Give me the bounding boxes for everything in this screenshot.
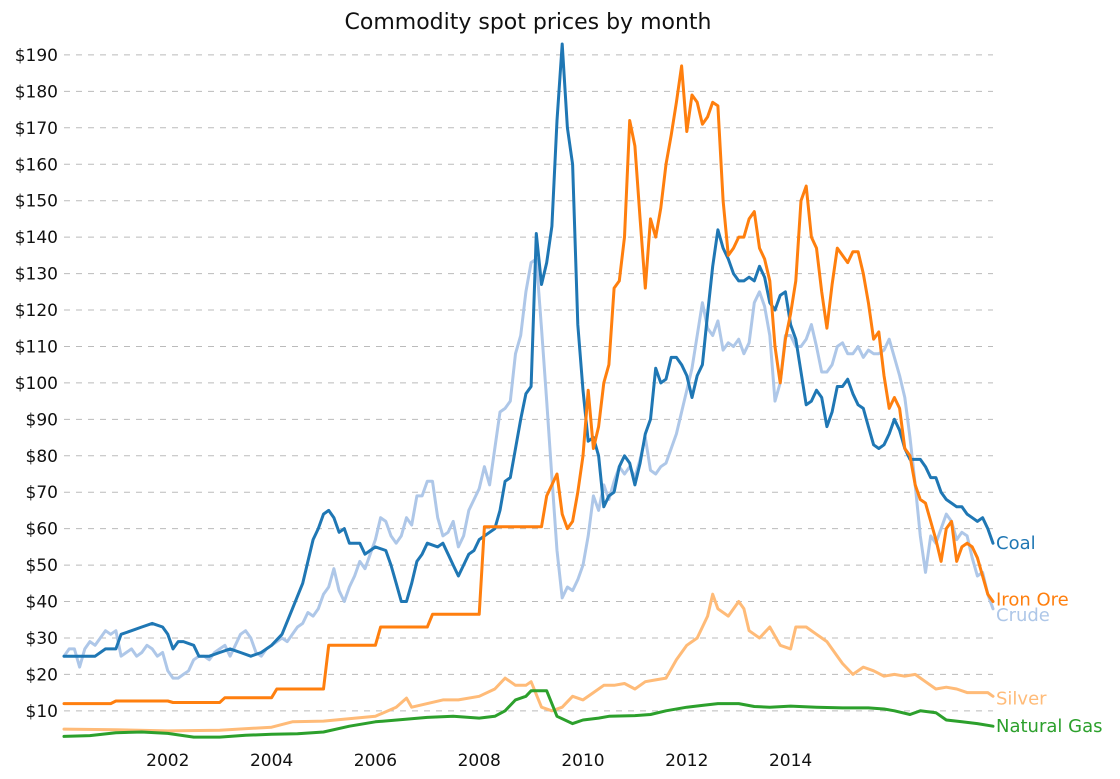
y-tick-label: $70 <box>26 483 58 503</box>
x-tick-label: 2010 <box>561 751 604 771</box>
y-tick-label: $80 <box>26 447 58 467</box>
y-tick-label: $60 <box>26 520 58 540</box>
series-label-coal: Coal <box>996 533 1036 554</box>
y-tick-label: $20 <box>26 665 58 685</box>
x-tick-label: 2014 <box>769 751 812 771</box>
x-tick-label: 2012 <box>665 751 708 771</box>
chart-title: Commodity spot prices by month <box>345 10 712 35</box>
y-tick-label: $180 <box>15 82 58 102</box>
y-tick-label: $160 <box>15 155 58 175</box>
series-lines <box>62 42 995 739</box>
y-tick-label: $150 <box>15 192 58 212</box>
series-label-crude: Crude <box>996 605 1050 626</box>
series-line-natural-gas <box>62 689 995 739</box>
y-tick-label: $140 <box>15 228 58 248</box>
series-label-natural-gas: Natural Gas <box>996 716 1102 737</box>
series-line-silver <box>62 592 995 733</box>
x-tick-label: 2002 <box>146 751 189 771</box>
series-labels: Crude Coal Iron Ore Silver Natural Gas <box>996 533 1102 737</box>
series-line-coal <box>62 42 995 658</box>
y-tick-label: $30 <box>26 629 58 649</box>
x-tick-label: 2006 <box>354 751 397 771</box>
x-tick-label: 2004 <box>250 751 293 771</box>
y-tick-label: $100 <box>15 374 58 394</box>
grid <box>64 54 993 712</box>
y-tick-label: $190 <box>15 46 58 66</box>
x-tick-label: 2008 <box>458 751 501 771</box>
x-axis-ticks: 2002 2004 2006 2008 2010 2012 2014 <box>146 751 812 771</box>
y-axis-ticks: $10 $20 $30 $40 $50 $60 $70 $80 $90 $100 $110 $120 $… <box>15 46 58 722</box>
y-tick-label: $130 <box>15 265 58 285</box>
y-tick-label: $120 <box>15 301 58 321</box>
series-label-silver: Silver <box>996 688 1047 709</box>
series-line-crude <box>62 257 995 680</box>
series-line-iron-ore <box>62 64 995 706</box>
y-tick-label: $110 <box>15 337 58 357</box>
y-tick-label: $170 <box>15 119 58 139</box>
y-tick-label: $50 <box>26 556 58 576</box>
y-tick-label: $90 <box>26 410 58 430</box>
y-tick-label: $40 <box>26 593 58 613</box>
y-tick-label: $10 <box>26 702 58 722</box>
series-label-iron-ore: Iron Ore <box>996 590 1069 611</box>
